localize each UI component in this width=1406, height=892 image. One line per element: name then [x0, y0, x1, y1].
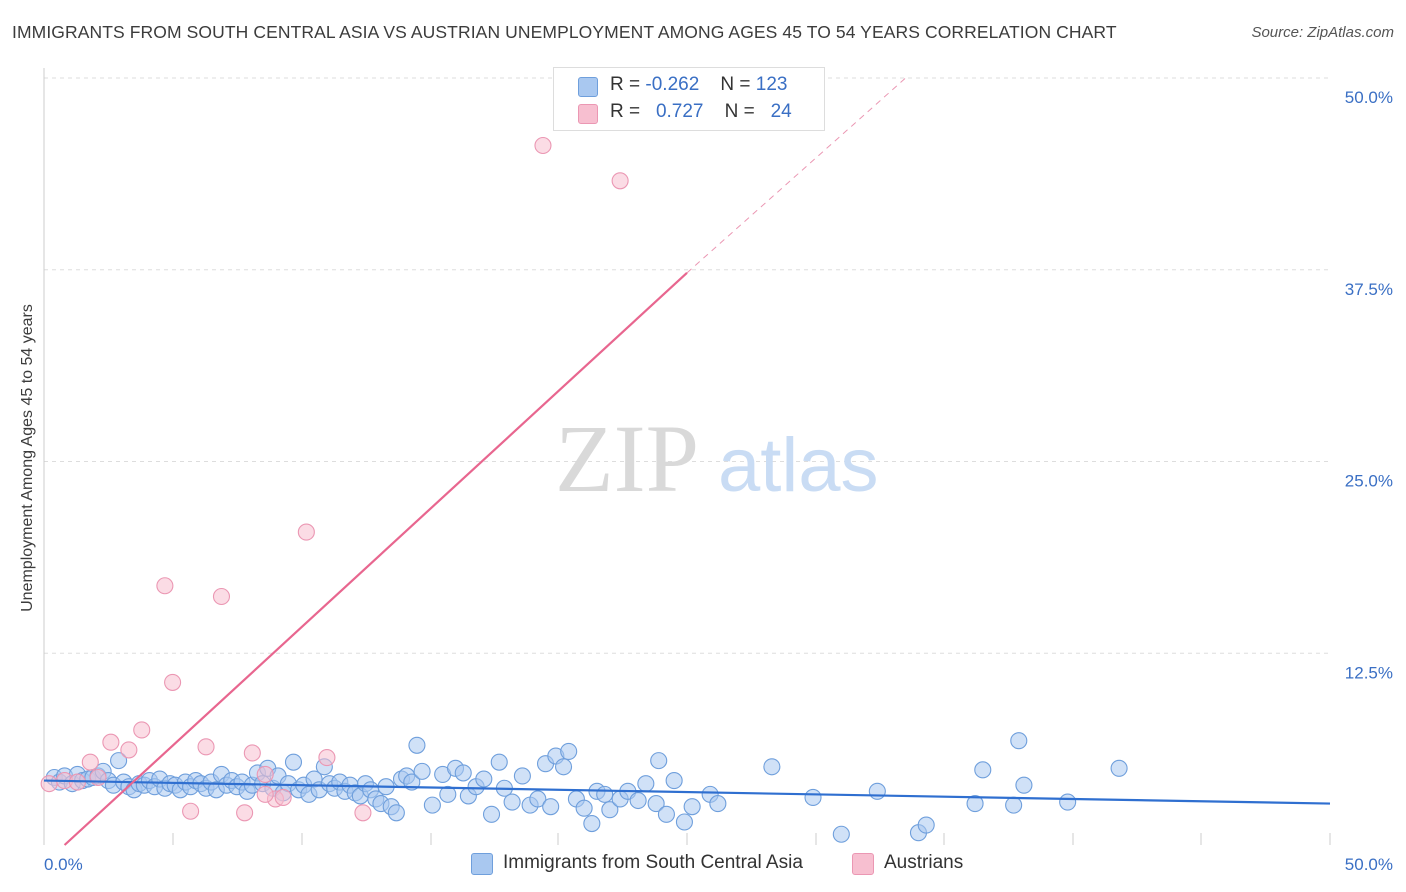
- pink-point: [120, 741, 138, 759]
- pink-point: [611, 172, 629, 190]
- legend-swatch-pink: [852, 853, 874, 875]
- legend-r-label: R =: [610, 101, 641, 122]
- blue-point: [560, 742, 578, 760]
- legend-label-austrians: Austrians: [884, 852, 964, 873]
- blue-point: [423, 796, 441, 814]
- blue-point: [647, 795, 665, 813]
- pink-point: [156, 577, 174, 595]
- pink-trend-line: [63, 272, 688, 846]
- blue-point: [683, 798, 701, 816]
- blue-point: [1015, 776, 1033, 794]
- blue-point: [439, 785, 457, 803]
- x-tick-label-max: 50.0%: [1345, 855, 1393, 874]
- blue-point: [529, 790, 547, 808]
- y-tick-label: 37.5%: [1345, 280, 1393, 299]
- blue-point: [542, 798, 560, 816]
- pink-point: [40, 775, 58, 793]
- blue-point: [665, 772, 683, 790]
- blue-point: [110, 752, 128, 770]
- blue-point: [596, 785, 614, 803]
- blue-point: [1005, 796, 1023, 814]
- blue-point: [917, 816, 935, 834]
- blue-point: [804, 788, 822, 806]
- source-credit: Source: ZipAtlas.com: [1251, 24, 1394, 41]
- blue-point: [974, 761, 992, 779]
- blue-point: [413, 762, 431, 780]
- pink-point: [81, 753, 99, 771]
- blue-point: [490, 753, 508, 771]
- pink-point: [102, 733, 120, 751]
- tick-labels: 12.5% 25.0% 37.5% 50.0% 0.0% 50.0%: [44, 88, 1393, 874]
- blue-point: [482, 805, 501, 823]
- pink-series-points: [40, 136, 629, 822]
- legend-label-immigrants: Immigrants from South Central Asia: [503, 852, 803, 873]
- pink-point: [243, 744, 261, 762]
- legend-swatch-pink: [578, 104, 598, 124]
- blue-point: [503, 793, 521, 811]
- stats-legend: R = -0.262 N = 123 R = 0.727 N = 24: [553, 67, 825, 131]
- trend-lines: [43, 77, 1331, 846]
- blue-point: [454, 764, 472, 782]
- blue-point: [387, 804, 405, 822]
- legend-swatch-blue: [471, 853, 493, 875]
- pink-point: [297, 523, 315, 541]
- blue-point: [675, 813, 693, 831]
- blue-point: [1110, 759, 1128, 777]
- blue-point: [763, 758, 781, 776]
- legend-n-value: 24: [770, 101, 792, 122]
- blue-point: [657, 805, 675, 823]
- watermark-atlas: atlas: [718, 423, 879, 508]
- legend-n-label: N =: [724, 101, 755, 122]
- pink-point: [197, 738, 215, 756]
- y-tick-label: 25.0%: [1345, 472, 1393, 491]
- pink-point: [164, 673, 182, 691]
- pink-point: [89, 768, 107, 787]
- blue-point: [408, 736, 426, 754]
- legend-r-value: -0.262: [645, 74, 700, 95]
- pink-point: [534, 136, 552, 155]
- blue-point: [966, 795, 984, 813]
- pink-trend-extension: [686, 77, 906, 274]
- watermark-zip: ZIP: [555, 405, 699, 512]
- blue-point: [575, 799, 593, 817]
- blue-point: [601, 801, 619, 819]
- x-tick-label-min: 0.0%: [44, 855, 83, 874]
- pink-point: [236, 804, 254, 822]
- pink-point: [182, 802, 200, 820]
- axes: [43, 68, 1331, 845]
- y-tick-label: 12.5%: [1345, 663, 1393, 682]
- blue-point: [475, 770, 493, 788]
- legend-r-label: R =: [610, 74, 641, 95]
- blue-point: [650, 752, 668, 770]
- legend-swatch-blue: [578, 77, 598, 97]
- legend-n-value: 123: [755, 74, 788, 95]
- pink-point: [256, 785, 274, 803]
- blue-point: [284, 753, 303, 771]
- blue-point: [637, 775, 655, 793]
- pink-point: [354, 804, 372, 822]
- chart-title: IMMIGRANTS FROM SOUTH CENTRAL ASIA VS AU…: [12, 22, 1117, 42]
- pink-point: [318, 749, 336, 767]
- blue-point: [629, 791, 647, 810]
- blue-point: [709, 795, 727, 813]
- blue-point: [1059, 793, 1077, 811]
- blue-point: [554, 758, 573, 776]
- blue-point: [868, 782, 886, 800]
- watermark: ZIP atlas: [555, 405, 879, 512]
- legend-n-label: N =: [720, 74, 751, 95]
- blue-trend-line: [43, 779, 1331, 805]
- pink-point: [212, 587, 231, 606]
- pink-point: [274, 788, 292, 806]
- pink-point: [256, 765, 274, 783]
- blue-point: [513, 767, 531, 785]
- blue-point: [583, 814, 601, 833]
- legend-r-value: 0.727: [655, 101, 704, 122]
- blue-point: [1010, 732, 1028, 750]
- blue-point: [832, 825, 850, 843]
- pink-point: [133, 721, 151, 739]
- y-tick-label: 50.0%: [1345, 88, 1393, 107]
- grid-lines: [44, 77, 1330, 654]
